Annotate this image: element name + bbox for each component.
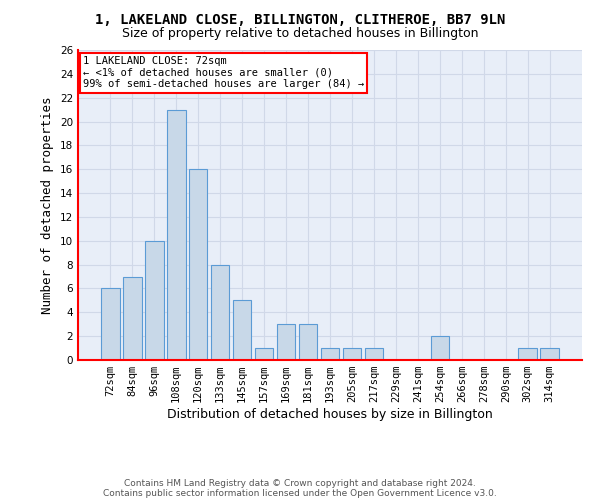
Bar (365, 348, 383, 360)
Bar (189, 169, 208, 360)
X-axis label: Distribution of detached houses by size in Billington: Distribution of detached houses by size … (167, 408, 493, 421)
Bar (123, 276, 142, 360)
Bar (255, 348, 274, 360)
Bar (343, 348, 361, 360)
Text: Contains HM Land Registry data © Crown copyright and database right 2024.: Contains HM Land Registry data © Crown c… (124, 478, 476, 488)
Text: Contains public sector information licensed under the Open Government Licence v3: Contains public sector information licen… (103, 488, 497, 498)
Bar (431, 336, 449, 360)
Bar (320, 348, 340, 360)
Bar (518, 348, 537, 360)
Text: 1 LAKELAND CLOSE: 72sqm
← <1% of detached houses are smaller (0)
99% of semi-det: 1 LAKELAND CLOSE: 72sqm ← <1% of detache… (83, 56, 364, 90)
Bar (541, 348, 559, 360)
Bar (101, 288, 119, 360)
Y-axis label: Number of detached properties: Number of detached properties (41, 96, 55, 314)
Bar (211, 264, 229, 360)
Bar (299, 324, 317, 360)
Bar (233, 300, 251, 360)
Bar (277, 324, 295, 360)
Text: 1, LAKELAND CLOSE, BILLINGTON, CLITHEROE, BB7 9LN: 1, LAKELAND CLOSE, BILLINGTON, CLITHEROE… (95, 12, 505, 26)
Text: Size of property relative to detached houses in Billington: Size of property relative to detached ho… (122, 28, 478, 40)
Bar (145, 241, 164, 360)
Bar (167, 110, 185, 360)
